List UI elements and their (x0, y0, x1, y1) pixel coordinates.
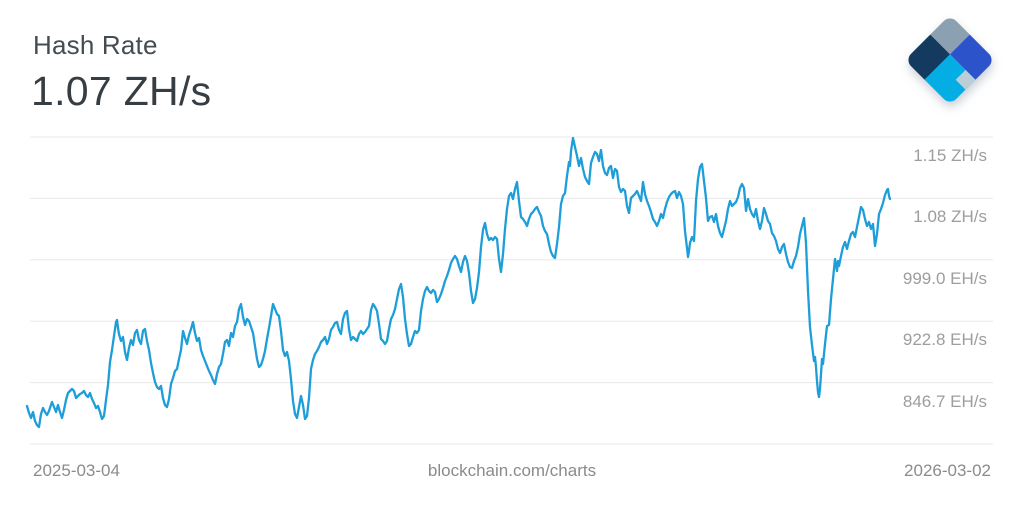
x-axis-end-date: 2026-03-02 (904, 461, 991, 480)
current-hashrate-value: 1.07 ZH/s (31, 68, 212, 114)
blockchain-logo-icon (904, 14, 996, 106)
y-axis-tick-label: 922.8 EH/s (902, 330, 987, 350)
y-axis-tick-label: 999.0 EH/s (902, 268, 987, 288)
hashrate-line (25, 136, 892, 429)
page-title: Hash Rate (33, 30, 158, 60)
source-watermark: blockchain.com/charts (427, 461, 597, 480)
blockchain-logo[interactable] (904, 14, 996, 106)
y-axis-tick-label: 1.08 ZH/s (913, 207, 987, 227)
y-axis-tick-label: 846.7 EH/s (902, 391, 987, 411)
y-axis-tick-label: 1.15 ZH/s (913, 146, 987, 165)
x-axis-start-date: 2025-03-04 (33, 461, 120, 480)
